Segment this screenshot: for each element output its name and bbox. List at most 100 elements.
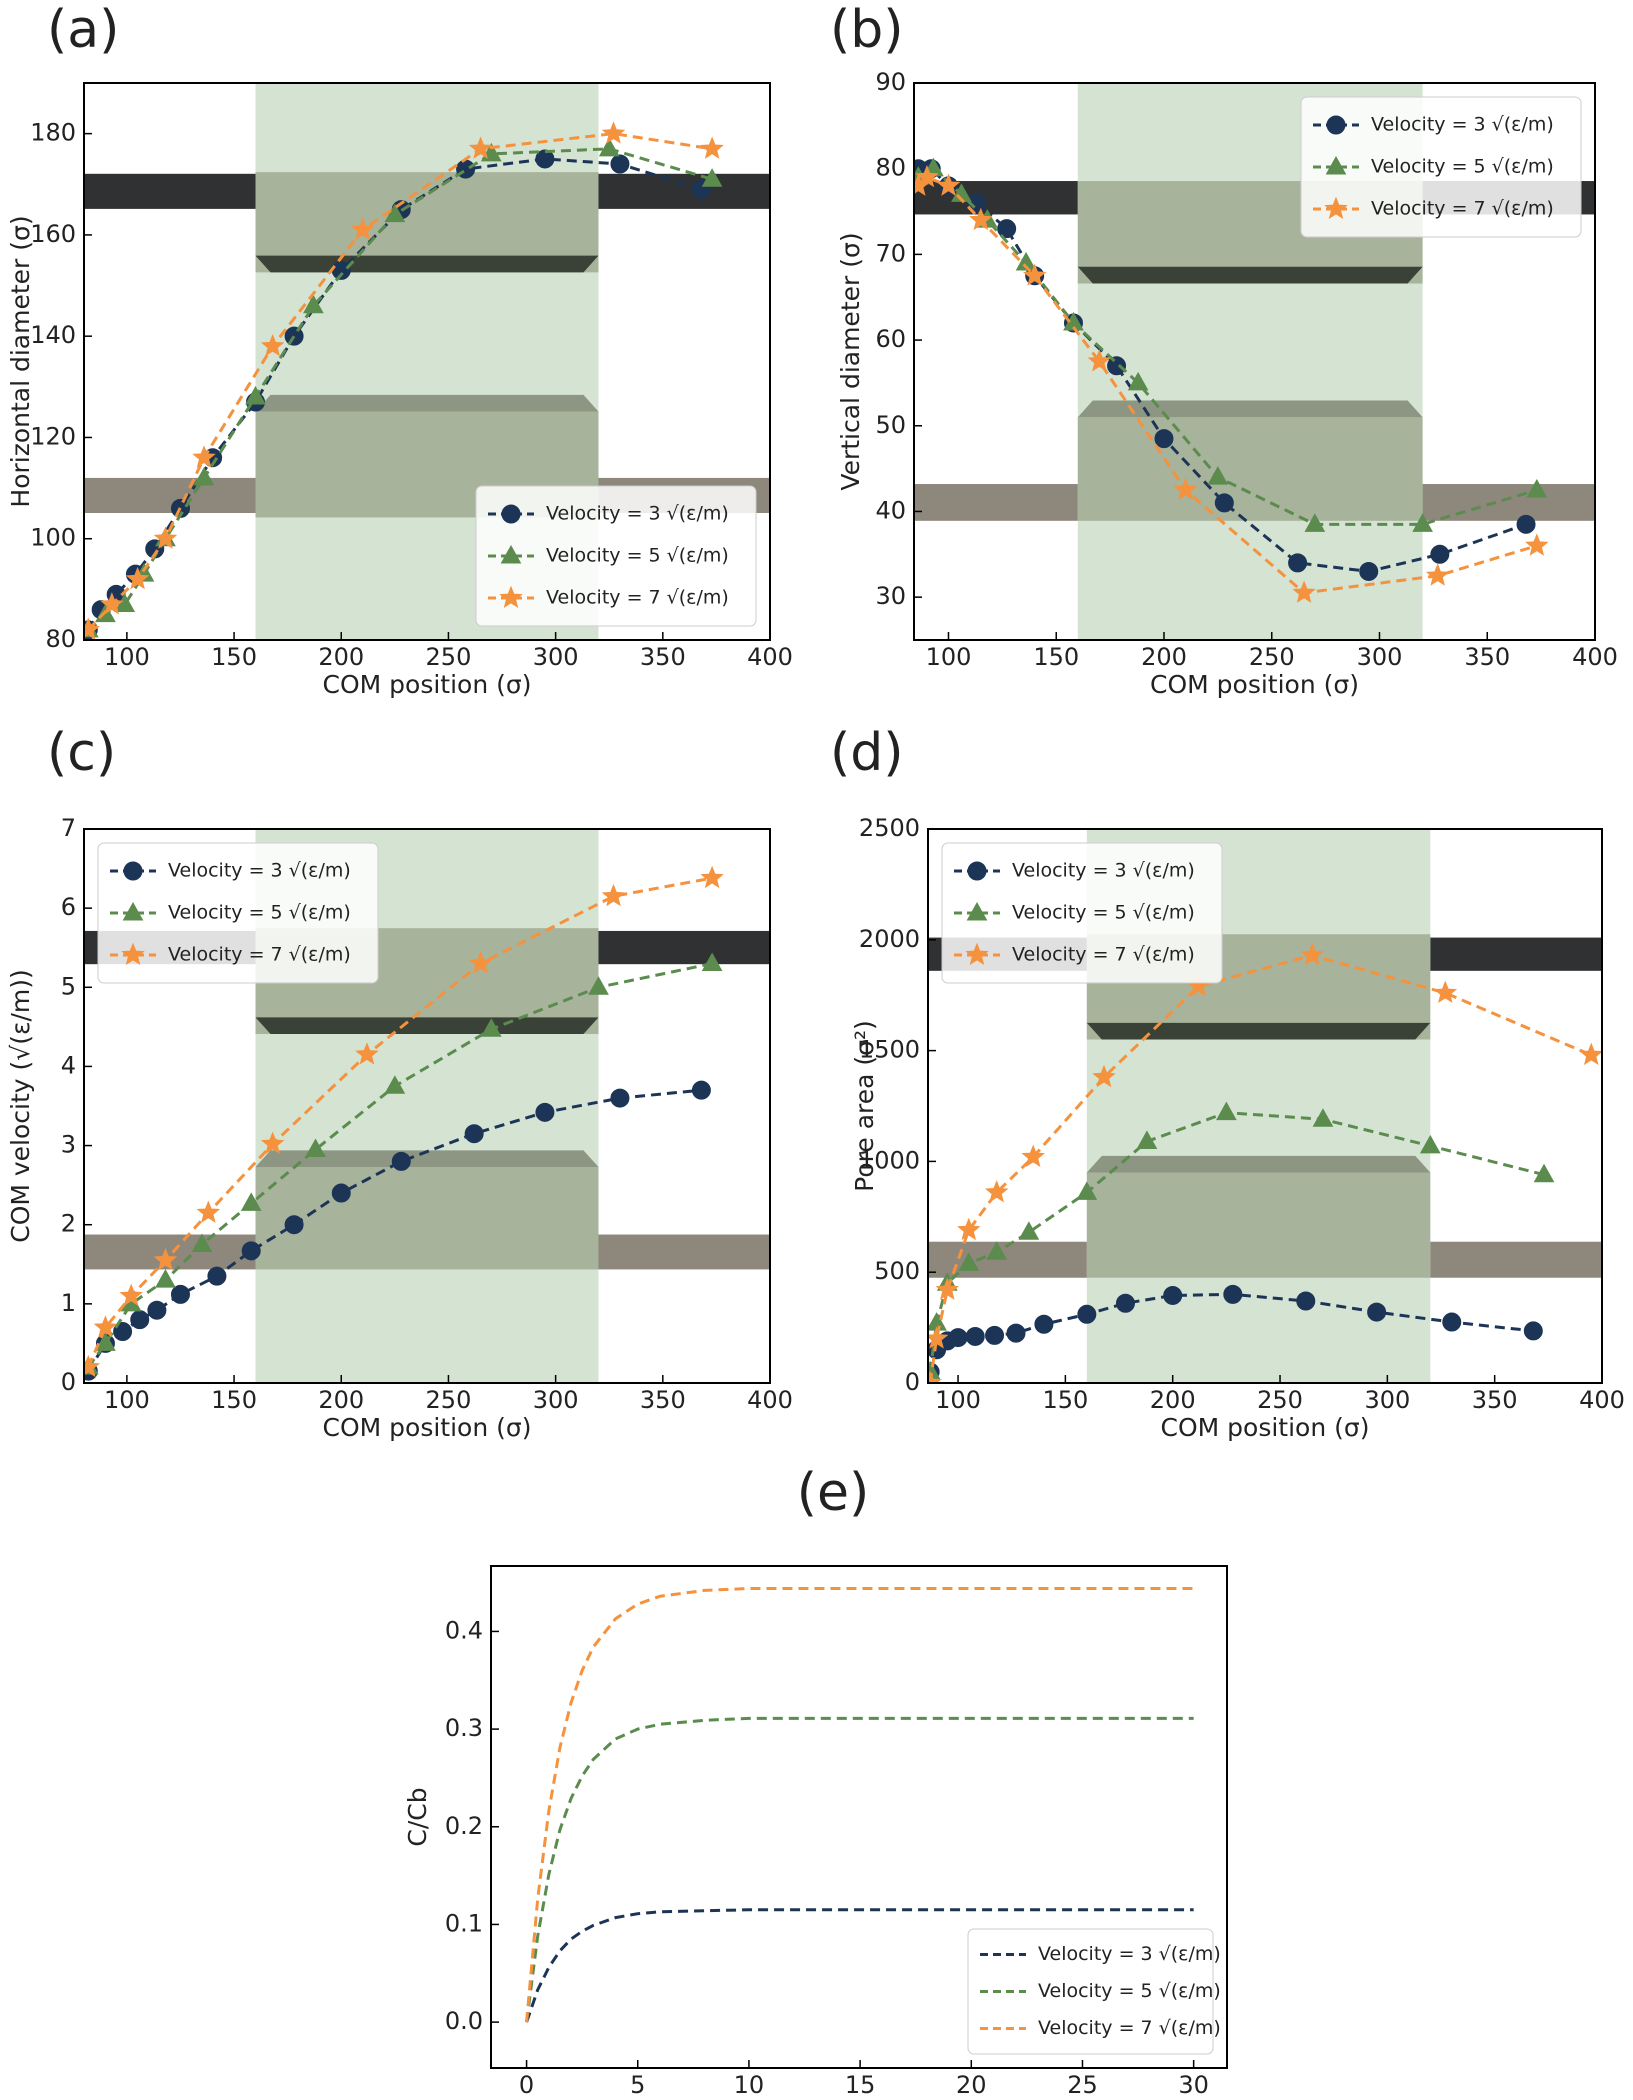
x-tick-label: 100 [926, 643, 972, 671]
marker [155, 1269, 176, 1288]
x-tick-label: 350 [640, 643, 686, 671]
x-tick-label: 300 [1357, 643, 1403, 671]
marker [95, 1332, 116, 1351]
y-tick-label: 3 [61, 1131, 76, 1159]
x-tick-label: 400 [1572, 643, 1618, 671]
y-tick-label: 40 [875, 496, 906, 524]
marker [245, 385, 266, 405]
marker [196, 1200, 221, 1223]
marker [305, 1138, 326, 1158]
legend-label: Velocity = 7 √(ε/m) [1038, 2017, 1221, 2039]
marker [1523, 1321, 1543, 1341]
y-tick-label: 140 [30, 321, 76, 349]
pore-edge [255, 394, 599, 412]
panel-label: (c) [47, 723, 116, 783]
legend-box [967, 1928, 1214, 2055]
marker [125, 566, 150, 590]
panel: 0 5 10 15 20 25 30 0.0 0.1 0.2 0.3 0.4 (e) t (sec) C/C… [403, 1463, 1228, 2100]
legend-box [1300, 96, 1582, 238]
marker [928, 1370, 942, 1383]
x-tick-label: 350 [640, 1386, 686, 1414]
x-tick-label: 20 [956, 2071, 987, 2099]
x-tick-label: 300 [533, 1386, 579, 1414]
marker [984, 1180, 1009, 1203]
panel: 100 150 200 250 300 350 400 0 1 2 3 4 5 6 7 (c) COM posi… [6, 723, 793, 1442]
pore-edge [1086, 1022, 1431, 1040]
y-tick-label: 7 [61, 814, 76, 842]
x-tick-label: 250 [1249, 643, 1295, 671]
y-tick-label: 500 [874, 1257, 920, 1285]
marker [1154, 429, 1174, 449]
marker [965, 1326, 985, 1346]
y-tick-label: 6 [61, 893, 76, 921]
marker [391, 1151, 411, 1171]
marker [997, 219, 1017, 239]
marker [121, 942, 145, 965]
marker [384, 1075, 406, 1094]
pore-edge [1077, 266, 1423, 284]
marker [284, 326, 304, 346]
marker [965, 942, 989, 965]
y-tick-label: 90 [875, 68, 906, 96]
panel: 100 150 200 250 300 350 400 0 500 1000 1500 2000 250… [830, 723, 1625, 1442]
legend-label: Velocity = 3 √(ε/m) [1371, 114, 1554, 136]
legend: Velocity = 3 √(ε/m) Velocity = 5 √(ε/m) Ve… [97, 842, 379, 984]
marker [1430, 544, 1450, 564]
panel-label: (d) [830, 723, 904, 783]
series-layer [84, 121, 724, 640]
marker [384, 203, 406, 223]
x-tick-label: 350 [1464, 643, 1510, 671]
marker [700, 136, 724, 159]
series-line [928, 1292, 1534, 1373]
panel: 100 150 200 250 300 350 400 80 100 120 140 160 180 (a… [6, 0, 793, 699]
panel: 100 150 200 250 300 350 400 30 40 50 60 70 80 90 (b) CO… [830, 0, 1618, 699]
series-layer [525, 1586, 1194, 2023]
marker [1034, 1314, 1054, 1334]
legend-label: Velocity = 5 √(ε/m) [1012, 902, 1195, 924]
plot-frame [83, 82, 771, 641]
legend-label: Velocity = 7 √(ε/m) [168, 944, 351, 966]
legend-label: Velocity = 7 √(ε/m) [1012, 944, 1195, 966]
marker [610, 154, 630, 174]
marker [480, 1018, 502, 1037]
marker [1324, 196, 1348, 219]
marker [240, 1192, 262, 1211]
x-tick-label: 30 [1178, 2071, 1209, 2099]
y-tick-label: 2 [61, 1210, 76, 1238]
marker [1419, 1134, 1441, 1154]
marker [948, 1328, 968, 1348]
x-tick-label: 150 [1033, 643, 1079, 671]
marker [193, 466, 215, 486]
marker [1516, 514, 1536, 534]
marker [350, 217, 375, 240]
marker [113, 1322, 133, 1342]
marker [93, 1315, 118, 1338]
marker [1107, 356, 1127, 376]
legend-label: Velocity = 5 √(ε/m) [168, 902, 351, 924]
y-tick-label: 50 [875, 411, 906, 439]
y-tick-label: 5 [61, 972, 76, 1000]
marker [1092, 1064, 1116, 1088]
legend-label: Velocity = 5 √(ε/m) [1038, 1980, 1221, 2002]
marker [260, 333, 285, 357]
y-axis-label: C/Cb [403, 1787, 432, 1846]
x-tick-label: 400 [1579, 1386, 1625, 1414]
y-tick-label: 120 [30, 422, 76, 450]
marker [1533, 1163, 1555, 1183]
marker [147, 1300, 167, 1320]
marker [935, 1277, 960, 1300]
marker [1173, 477, 1198, 501]
x-tick-label: 150 [211, 1386, 257, 1414]
y-tick-label: 1000 [859, 1146, 920, 1174]
marker [119, 1283, 143, 1306]
y-tick-label: 160 [30, 220, 76, 248]
marker [915, 164, 939, 188]
marker [1425, 563, 1450, 586]
marker [1015, 251, 1037, 271]
marker [1136, 1130, 1158, 1149]
x-tick-label: 400 [747, 1386, 793, 1414]
plot-frame [490, 1565, 1228, 2069]
x-axis-label: COM position (σ) [1161, 1413, 1370, 1442]
legend-label: Velocity = 5 √(ε/m) [546, 545, 729, 567]
marker [610, 1088, 630, 1108]
